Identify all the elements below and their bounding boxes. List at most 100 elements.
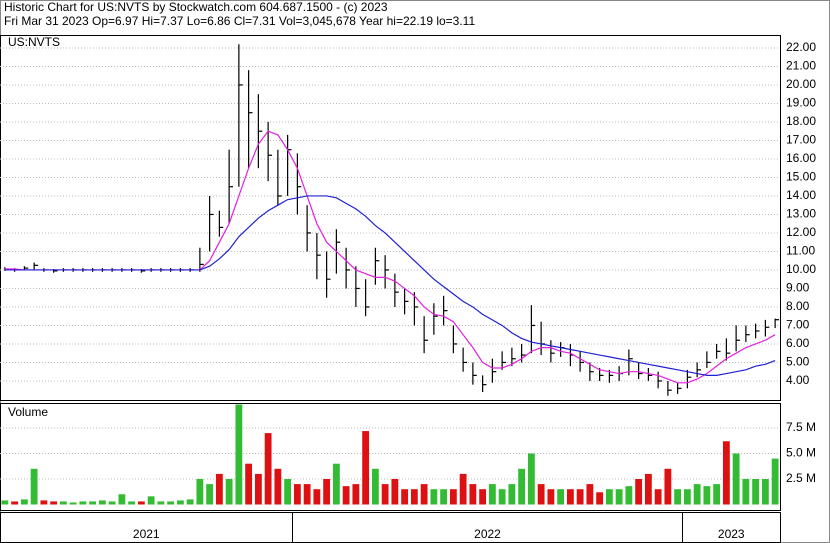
volume-bar [391,478,399,505]
y-tick-label: 22.00 [786,40,816,54]
volume-bar [635,478,643,505]
y-tick-label: 6.00 [786,336,810,350]
volume-bar [254,473,262,505]
volume-bar [498,489,506,505]
volume-bar [722,441,730,505]
volume-bar [206,484,214,505]
y-tick-label: 8.00 [786,299,810,313]
volume-bar [342,486,350,505]
volume-bar [752,478,760,505]
volume-bar [732,453,740,505]
volume-bar [566,489,574,505]
volume-bar [430,489,438,505]
volume-bar [381,484,389,505]
volume-bar [518,468,526,505]
volume-bar [89,501,97,505]
volume-bar [410,489,418,505]
volume-bar [362,431,370,505]
y-tick-label: 17.00 [786,133,816,147]
volume-bar [186,499,194,505]
volume-bar [742,478,750,505]
volume-bar [771,458,779,505]
volume-bar [488,484,496,505]
y-tick-label: 21.00 [786,59,816,73]
volume-bar [440,489,448,505]
volume-bar [59,501,67,505]
volume-bar [625,486,633,505]
volume-bar [323,478,331,505]
volume-bar [1,500,9,505]
volume-bar [284,478,292,505]
volume-bar [264,433,272,505]
volume-bar [401,489,409,505]
volume-bar [713,484,721,505]
volume-bar [693,484,701,505]
volume-bar [527,453,535,505]
volume-bar [196,478,204,505]
volume-bar [30,468,38,505]
chart-subtitle: Fri Mar 31 2023 Op=6.97 Hi=7.37 Lo=6.86 … [4,14,475,28]
volume-bar [586,484,594,505]
volume-bar [79,501,87,505]
volume-bar [293,484,301,505]
volume-bar [703,486,711,505]
volume-bar [50,501,58,505]
volume-bar [128,501,136,505]
volume-bar [332,463,340,505]
y-tick-label: 13.00 [786,207,816,221]
volume-bar [40,500,48,505]
volume-bar [479,489,487,505]
chart-title: Historic Chart for US:NVTS by Stockwatch… [4,0,388,14]
volume-bar [644,473,652,505]
y-tick-label: 12.00 [786,225,816,239]
x-tick-label: 2021 [133,527,160,541]
volume-bar [664,468,672,505]
symbol-label: US:NVTS [8,35,60,49]
volume-bar [420,484,428,505]
volume-bar [469,484,477,505]
volume-bar [761,478,769,505]
y-tick-label: 11.00 [786,244,815,258]
volume-bar [147,496,155,505]
moving-average [4,195,776,376]
volume-tick-label: 2.5 M [786,471,816,485]
volume-bar [508,484,516,505]
x-tick-label: 2022 [474,527,501,541]
volume-bar [235,404,243,505]
volume-bar [11,501,19,505]
volume-bar [167,501,175,505]
volume-bar [245,463,253,505]
volume-bar [20,499,28,505]
volume-bar [98,500,106,505]
y-tick-label: 19.00 [786,96,816,110]
volume-bar [615,489,623,505]
volume-tick-label: 7.5 M [786,420,816,434]
y-tick-label: 16.00 [786,151,816,165]
volume-bar [683,489,691,505]
volume-bar [176,500,184,505]
volume-bar [605,489,613,505]
price-panel [0,35,781,401]
y-tick-label: 15.00 [786,170,816,184]
volume-bar [215,473,223,505]
volume-bar [537,484,545,505]
volume-bar [674,489,682,505]
volume-bar [557,489,565,505]
y-tick-label: 20.00 [786,77,816,91]
volume-bar [157,501,165,505]
volume-bar [137,501,145,505]
y-tick-label: 5.00 [786,355,810,369]
volume-bar [547,489,555,505]
volume-bar [449,489,457,505]
volume-bar [274,468,282,505]
volume-label: Volume [8,405,48,419]
volume-bar [459,473,467,505]
volume-tick-label: 5.0 M [786,446,816,460]
y-tick-label: 7.00 [786,318,810,332]
y-tick-label: 18.00 [786,114,816,128]
volume-panel [0,403,781,511]
volume-bar [654,489,662,505]
volume-bar [576,489,584,505]
